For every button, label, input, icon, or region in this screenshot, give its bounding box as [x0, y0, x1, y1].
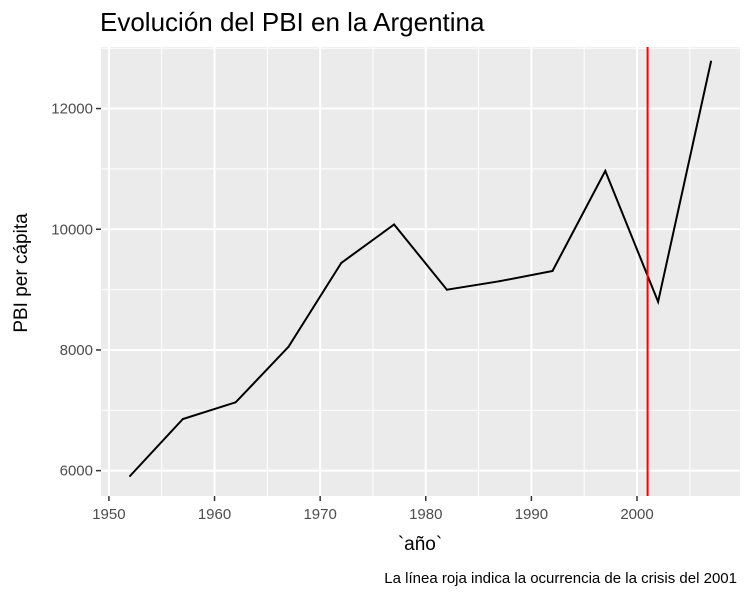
y-tick-label: 10000	[51, 221, 93, 238]
y-axis-title: PBI per cápita	[11, 213, 32, 333]
data-points	[129, 60, 712, 478]
x-tick-label: 1990	[515, 506, 548, 523]
y-axis: 6000 8000 10000 12000	[51, 101, 101, 480]
y-tick-label: 6000	[60, 463, 93, 480]
plot-panel	[101, 47, 740, 496]
data-point	[181, 417, 184, 420]
data-point	[657, 300, 660, 303]
x-tick-label: 1950	[92, 506, 125, 523]
data-point	[393, 223, 396, 226]
chart-title: Evolución del PBI en la Argentina	[100, 7, 485, 37]
data-point	[709, 60, 712, 63]
chart-caption: La línea roja indica la ocurrencia de la…	[384, 570, 737, 587]
data-point	[604, 169, 607, 172]
data-point	[340, 261, 343, 264]
y-tick-label: 12000	[51, 101, 93, 118]
data-point	[234, 401, 237, 404]
x-tick-label: 2000	[620, 506, 653, 523]
x-tick-label: 1960	[198, 506, 231, 523]
x-axis-title: `año`	[398, 534, 442, 555]
x-tick-label: 1970	[303, 506, 336, 523]
data-point	[445, 288, 448, 291]
y-tick-label: 8000	[60, 342, 93, 359]
major-gridlines	[101, 47, 740, 496]
data-point	[129, 475, 132, 478]
series-line	[129, 61, 712, 477]
x-tick-label: 1980	[409, 506, 442, 523]
data-point	[498, 280, 501, 283]
data-point	[551, 270, 554, 273]
data-point	[287, 345, 290, 348]
x-axis: 1950 1960 1970 1980 1990 2000	[92, 496, 654, 523]
